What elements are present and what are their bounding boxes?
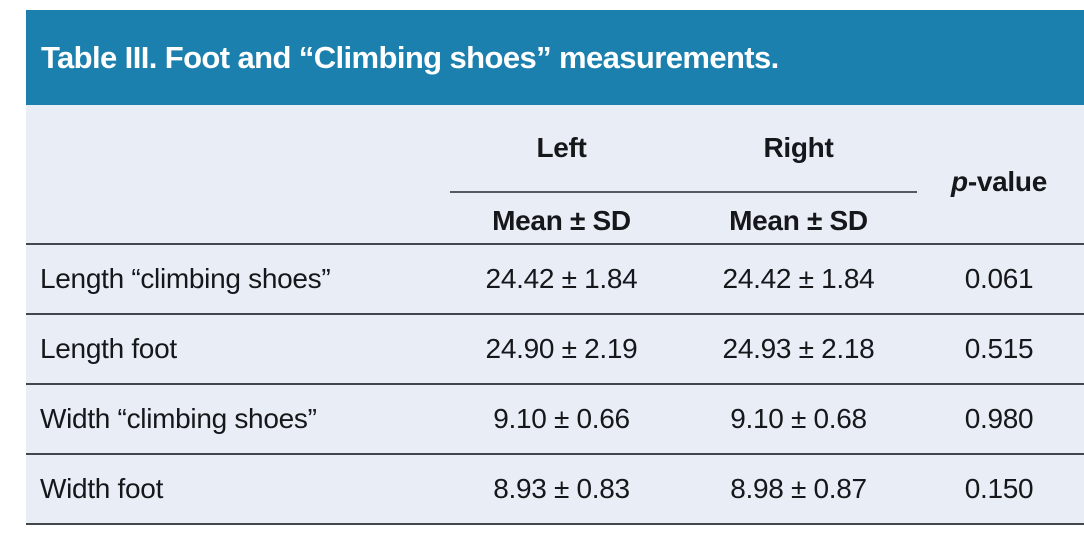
row-label: Width foot [40, 473, 164, 504]
column-subheader-right-mean-sd: Mean ± SD [729, 205, 868, 236]
right-mean-sd-value: 24.93 ± 2.18 [722, 333, 875, 364]
table-row-width-foot: Width foot 8.93 ± 0.83 8.98 ± 0.87 0.150 [26, 453, 1084, 525]
p-value-rest: -value [967, 166, 1047, 197]
table-title: Table III. Foot and “Climbing shoes” mea… [41, 39, 779, 75]
p-value-italic-p: p [951, 166, 968, 197]
p-value: 0.061 [964, 263, 1034, 294]
header-span-rule [450, 191, 917, 193]
left-mean-sd-value: 8.93 ± 0.83 [493, 473, 630, 504]
left-mean-sd-value: 24.90 ± 2.19 [485, 333, 638, 364]
table-3-card: Table III. Foot and “Climbing shoes” mea… [26, 10, 1084, 525]
column-subheader-left-mean-sd: Mean ± SD [492, 205, 631, 236]
column-group-left: Left [536, 132, 587, 163]
table-header: Left Right Mean ± SD Mean ± SD p -value [26, 105, 1084, 243]
column-group-right: Right [763, 132, 834, 163]
row-label: Width “climbing shoes” [40, 403, 317, 434]
p-value: 0.515 [964, 333, 1034, 364]
right-mean-sd-value: 8.98 ± 0.87 [730, 473, 867, 504]
p-value: 0.980 [964, 403, 1034, 434]
table-title-bar: Table III. Foot and “Climbing shoes” mea… [26, 10, 1084, 105]
table-body: Left Right Mean ± SD Mean ± SD p -value L… [26, 105, 1084, 525]
table-row-length-foot: Length foot 24.90 ± 2.19 24.93 ± 2.18 0.… [26, 313, 1084, 383]
table-row-length-climbing-shoes: Length “climbing shoes” 24.42 ± 1.84 24.… [26, 243, 1084, 313]
right-mean-sd-value: 9.10 ± 0.68 [730, 403, 867, 434]
row-label: Length foot [40, 333, 177, 364]
p-value: 0.150 [964, 473, 1034, 504]
left-mean-sd-value: 9.10 ± 0.66 [493, 403, 630, 434]
table-row-width-climbing-shoes: Width “climbing shoes” 9.10 ± 0.66 9.10 … [26, 383, 1084, 453]
right-mean-sd-value: 24.42 ± 1.84 [722, 263, 875, 294]
column-header-p-value: p -value [914, 105, 1084, 243]
left-mean-sd-value: 24.42 ± 1.84 [485, 263, 638, 294]
row-label: Length “climbing shoes” [40, 263, 331, 294]
